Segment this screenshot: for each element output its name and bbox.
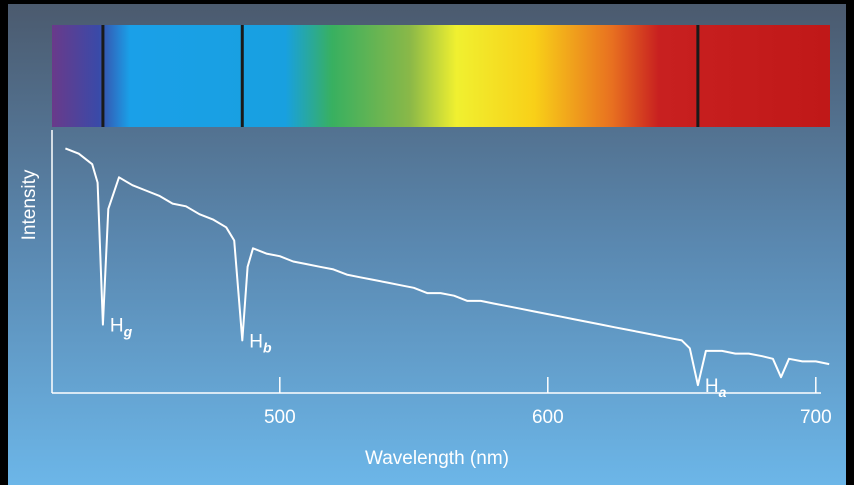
line-label-h: H: [249, 331, 263, 352]
y-axis-label: Intensity: [19, 169, 40, 240]
x-axis-label: Wavelength (nm): [365, 448, 509, 469]
line-label-sub: a: [719, 384, 727, 400]
x-tick-label: 600: [532, 407, 564, 428]
spectrum-strip: [52, 25, 830, 127]
line-label-sub: b: [263, 339, 272, 355]
chart: Intensity Wavelength (nm) 500600700HgHbH…: [0, 0, 854, 485]
line-label-h: H: [110, 316, 124, 337]
x-tick-label: 500: [264, 407, 296, 428]
x-tick-label: 700: [800, 407, 832, 428]
line-label-h: H: [705, 376, 719, 397]
line-label-sub: g: [123, 323, 133, 339]
